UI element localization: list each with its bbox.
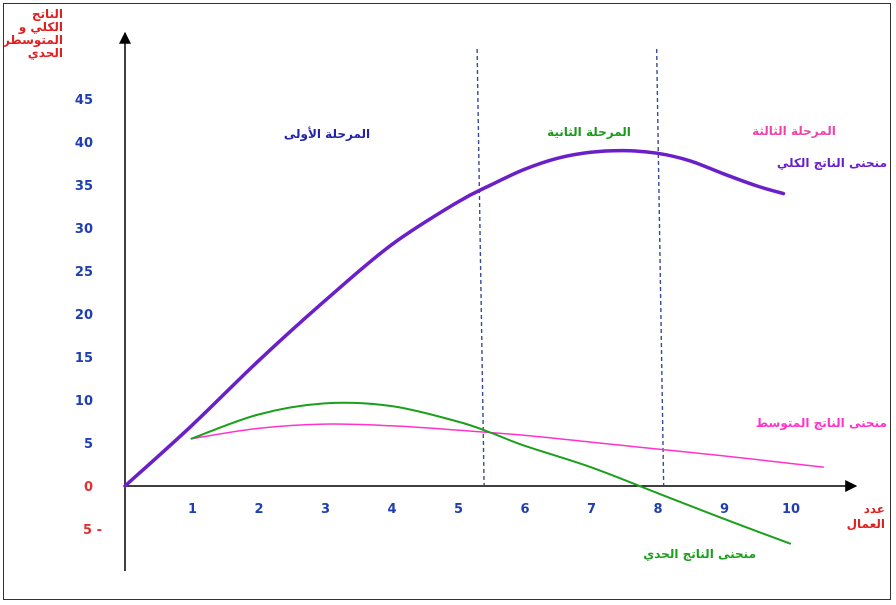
x-tick-label: 3 — [321, 502, 330, 517]
chart-frame: 45 40 35 30 25 20 15 10 5 0 5 -1 2 3 4 5 6 7 8 9 10 الناتج ال… — [3, 3, 891, 600]
x-tick-label: 1 — [188, 502, 197, 517]
stage-label-2: المرحلة الثانية — [547, 125, 631, 139]
y-tick-label: 5 — [84, 437, 93, 452]
y-tick-label: 35 — [75, 179, 93, 194]
average-product-curve — [190, 423, 825, 468]
y-tick-label: 40 — [75, 136, 93, 151]
y-axis-title-line: المتوسطر — [4, 33, 63, 48]
x-tick-label: 2 — [254, 502, 263, 517]
x-tick-label: 8 — [653, 502, 662, 517]
series-label-1: منحنى الناتج الكلي — [777, 156, 887, 170]
y-axis-title-line: الناتج — [32, 7, 63, 21]
stage-divider-1 — [476, 48, 485, 486]
x-tick-label: 5 — [454, 502, 463, 517]
series-label-2: منحنى الناتج المتوسط — [756, 416, 887, 431]
y-tick-label: 25 — [75, 265, 93, 280]
y-tick-label: 30 — [75, 222, 93, 237]
y-tick-label: 5 - — [83, 523, 102, 538]
y-tick-label: 20 — [75, 308, 93, 323]
y-axis-title-line: الكلي و — [18, 20, 63, 35]
x-axis-title-line: عدد — [864, 502, 885, 516]
x-tick-label: 10 — [782, 502, 800, 517]
x-axis-title-line: العمال — [847, 517, 885, 531]
y-tick-label: 0 — [84, 480, 93, 495]
x-tick-label: 9 — [720, 502, 729, 517]
marginal-product-curve — [190, 401, 791, 545]
stage-divider-2 — [655, 48, 665, 486]
stage-label-1: المرحلة الأولى — [284, 126, 370, 142]
stage-label-3: المرحلة الثالثة — [752, 124, 836, 138]
y-axis-title-line: الحدي — [28, 46, 63, 60]
x-tick-label: 7 — [587, 502, 596, 517]
total-product-curve — [123, 148, 786, 488]
x-tick-label: 6 — [520, 502, 529, 517]
y-tick-label: 15 — [75, 351, 93, 366]
x-tick-label: 4 — [387, 502, 396, 517]
y-tick-label: 10 — [75, 394, 93, 409]
series-label-3: منحنى الناتج الحدي — [643, 547, 756, 561]
y-tick-label: 45 — [75, 93, 93, 108]
